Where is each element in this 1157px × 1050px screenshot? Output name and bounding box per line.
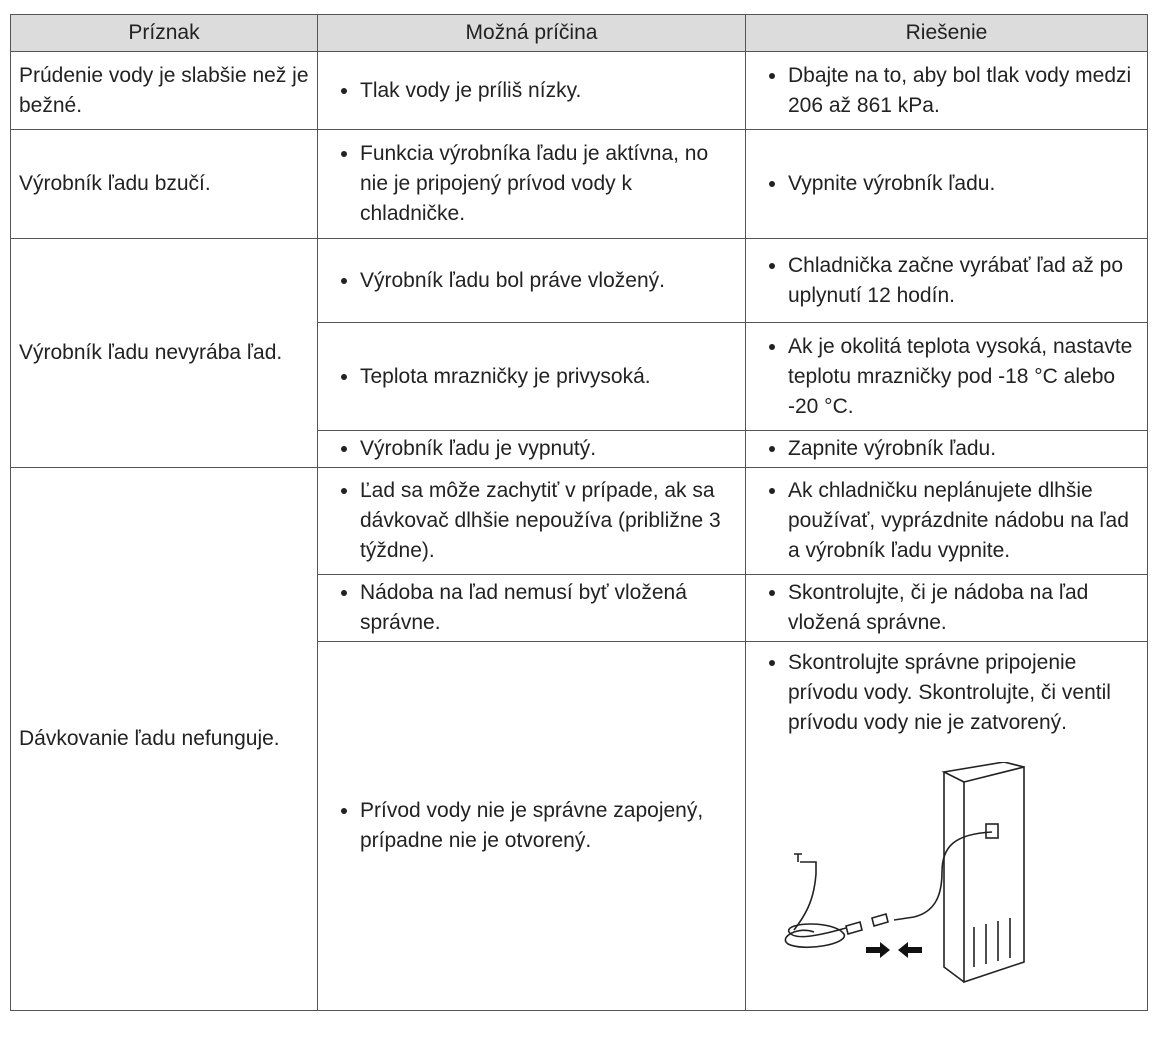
table-row: Prúdenie vody je slabšie než je bežné. Tl… <box>10 51 1148 130</box>
table-row: Prívod vody nie je správne zapojený, prí… <box>11 641 1148 1011</box>
cause-list: Funkcia výrobníka ľadu je aktívna, no ni… <box>326 139 737 229</box>
table-row: Dávkovanie ľadu nefunguje. Ľad sa môže za… <box>10 467 1148 1011</box>
cause-list: Prívod vody nie je správne zapojený, prí… <box>326 796 737 856</box>
solution-list: Dbajte na to, aby bol tlak vody medzi 20… <box>754 61 1139 121</box>
solution: Vypnite výrobník ľadu. <box>788 169 1139 199</box>
cause: Teplota mrazničky je privysoká. <box>360 362 737 392</box>
cause-cell: Tlak vody je príliš nízky. <box>317 51 746 130</box>
solution: Skontrolujte správne pripojenie prívodu … <box>788 648 1139 738</box>
cause-list: Výrobník ľadu je vypnutý. <box>326 434 737 464</box>
header-row: Príznak Možná príčina Riešenie <box>10 14 1148 52</box>
cause-list: Nádoba na ľad nemusí byť vložená správne… <box>326 578 737 638</box>
cause-list: Tlak vody je príliš nízky. <box>326 76 737 106</box>
solution-list: Ak chladničku neplánujete dlhšie používa… <box>754 476 1139 566</box>
solution: Chladnička začne vyrábať ľad až po uplyn… <box>788 251 1139 311</box>
solution-list: Skontrolujte správne pripojenie prívodu … <box>754 648 1139 738</box>
cause-list: Teplota mrazničky je privysoká. <box>326 362 737 392</box>
solution-list: Vypnite výrobník ľadu. <box>754 169 1139 199</box>
symptom-cell: Prúdenie vody je slabšie než je bežné. <box>10 51 318 130</box>
solution-cell: Ak je okolitá teplota vysoká, nastavte t… <box>745 322 1148 431</box>
symptom: Výrobník ľadu bzučí. <box>19 172 211 195</box>
solution-cell: Ak chladničku neplánujete dlhšie používa… <box>745 467 1148 575</box>
solution-cell: Zapnite výrobník ľadu. <box>745 430 1148 468</box>
table-row: Výrobník ľadu je vypnutý. Zapnite výrobní… <box>11 430 1148 468</box>
solution-cell: Chladnička začne vyrábať ľad až po uplyn… <box>745 238 1148 323</box>
cause: Ľad sa môže zachytiť v prípade, ak sa dá… <box>360 476 737 566</box>
solution: Ak chladničku neplánujete dlhšie používa… <box>788 476 1139 566</box>
table-body: Prúdenie vody je slabšie než je bežné. Tl… <box>10 51 1148 1011</box>
column-header: Príznak <box>10 14 318 52</box>
cause-cell: Výrobník ľadu je vypnutý. <box>317 430 746 468</box>
symptom-cell: Výrobník ľadu bzučí. <box>10 129 318 239</box>
solution-list: Chladnička začne vyrábať ľad až po uplyn… <box>754 251 1139 311</box>
solution-list: Zapnite výrobník ľadu. <box>754 434 1139 464</box>
cause-cell: Funkcia výrobníka ľadu je aktívna, no ni… <box>317 129 746 239</box>
solution-cell: Vypnite výrobník ľadu. <box>745 129 1148 239</box>
cause: Prívod vody nie je správne zapojený, prí… <box>360 796 737 856</box>
table-row: Nádoba na ľad nemusí byť vložená správne… <box>11 574 1148 642</box>
solution: Zapnite výrobník ľadu. <box>788 434 1139 464</box>
cause-cell: Teplota mrazničky je privysoká. <box>317 322 746 431</box>
solution-list: Skontrolujte, či je nádoba na ľad vložen… <box>754 578 1139 638</box>
solution-list: Ak je okolitá teplota vysoká, nastavte t… <box>754 332 1139 422</box>
cause-cell: Výrobník ľadu bol práve vložený. <box>317 238 746 323</box>
column-header: Možná príčina <box>317 14 746 52</box>
solution: Skontrolujte, či je nádoba na ľad vložen… <box>788 578 1139 638</box>
symptom: Prúdenie vody je slabšie než je bežné. <box>19 63 309 117</box>
table-row: Teplota mrazničky je privysoká. Ak je oko… <box>11 322 1148 431</box>
cause: Výrobník ľadu je vypnutý. <box>360 434 737 464</box>
cause: Nádoba na ľad nemusí byť vložená správne… <box>360 578 737 638</box>
illustration <box>784 762 1025 984</box>
cause-cell: Nádoba na ľad nemusí byť vložená správne… <box>317 574 746 642</box>
cause-list: Ľad sa môže zachytiť v prípade, ak sa dá… <box>326 476 737 566</box>
solution-cell: Skontrolujte správne pripojenie prívodu … <box>745 641 1148 1011</box>
column-header: Riešenie <box>745 14 1148 52</box>
solution: Dbajte na to, aby bol tlak vody medzi 20… <box>788 61 1139 121</box>
table-row: Výrobník ľadu nevyrába ľad. Výrobník ľadu… <box>10 238 1148 468</box>
cause-cell: Prívod vody nie je správne zapojený, prí… <box>317 641 746 1011</box>
solution: Ak je okolitá teplota vysoká, nastavte t… <box>788 332 1139 422</box>
table-row: Výrobník ľadu bzučí. Funkcia výrobníka ľa… <box>10 129 1148 239</box>
cause-cell: Ľad sa môže zachytiť v prípade, ak sa dá… <box>317 467 746 575</box>
cause: Tlak vody je príliš nízky. <box>360 76 737 106</box>
symptom-cell: Výrobník ľadu nevyrába ľad. <box>10 238 318 468</box>
troubleshooting-table: Príznak Možná príčina Riešenie Prúdenie vo… <box>10 14 1148 1011</box>
solution-cell: Skontrolujte, či je nádoba na ľad vložen… <box>745 574 1148 642</box>
cause: Funkcia výrobníka ľadu je aktívna, no ni… <box>360 139 737 229</box>
symptom-cell: Dávkovanie ľadu nefunguje. <box>10 467 318 1011</box>
cause-list: Výrobník ľadu bol práve vložený. <box>326 266 737 296</box>
symptom: Dávkovanie ľadu nefunguje. <box>19 727 280 750</box>
cause: Výrobník ľadu bol práve vložený. <box>360 266 737 296</box>
symptom: Výrobník ľadu nevyrába ľad. <box>19 341 283 364</box>
solution-cell: Dbajte na to, aby bol tlak vody medzi 20… <box>745 51 1148 130</box>
